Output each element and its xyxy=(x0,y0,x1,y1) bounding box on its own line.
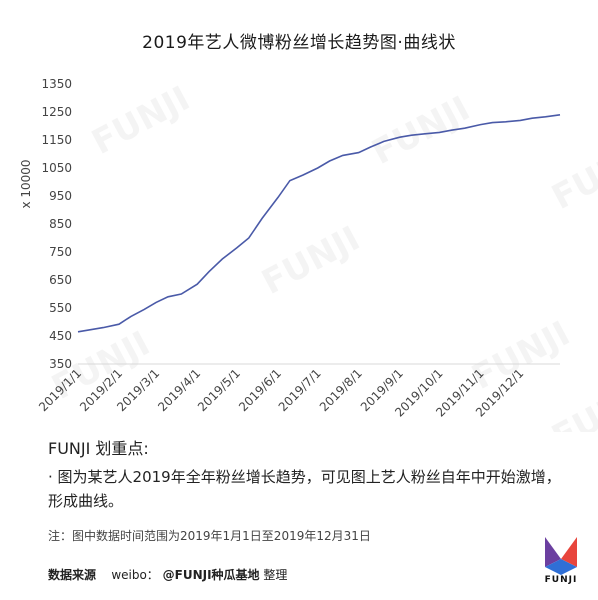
watermark-text: FUNJI xyxy=(85,79,196,163)
y-tick-label: 1350 xyxy=(41,77,72,91)
y-axis-label: x 10000 xyxy=(19,159,33,208)
y-tick-label: 550 xyxy=(49,301,72,315)
y-tick-label: 350 xyxy=(49,357,72,371)
watermark-text: FUNJI xyxy=(545,374,598,432)
y-tick-label: 450 xyxy=(49,329,72,343)
watermark-text: FUNJI xyxy=(465,314,576,398)
data-source: 数据来源 weibo： @FUNJI种瓜基地 整理 xyxy=(48,566,287,583)
x-tick-label: 2019/8/1 xyxy=(317,366,365,414)
y-tick-label: 850 xyxy=(49,217,72,231)
chart-title: 2019年艺人微博粉丝增长趋势图·曲线状 xyxy=(142,33,456,53)
notes-heading: FUNJI 划重点: xyxy=(48,439,149,458)
y-tick-label: 650 xyxy=(49,273,72,287)
y-tick-label: 1250 xyxy=(41,105,72,119)
x-tick-label: 2019/6/1 xyxy=(236,366,284,414)
y-tick-label: 1150 xyxy=(41,133,72,147)
funji-logo-icon xyxy=(545,537,577,575)
series-line xyxy=(77,114,561,333)
x-tick-label: 2019/5/1 xyxy=(195,366,243,414)
watermark-text: FUNJI xyxy=(545,134,598,218)
x-tick-label: 2019/7/1 xyxy=(276,366,324,414)
y-axis: 350 450 550 650 750 850 950 1050 1150 1250 1350 xyxy=(41,77,72,371)
x-tick-label: 2019/4/1 xyxy=(155,366,203,414)
notes-body: · 图为某艺人2019年全年粉丝增长趋势，可见图上艺人粉丝自年中开始激增，形成曲… xyxy=(48,468,561,510)
watermark-text: FUNJI xyxy=(255,219,366,303)
y-tick-label: 750 xyxy=(49,245,72,259)
source-label: 数据来源 xyxy=(48,568,97,582)
source-handle: @FUNJI种瓜基地 xyxy=(162,568,260,582)
watermark-text: FUNJI xyxy=(365,89,476,173)
notes-section: FUNJI 划重点: · 图为某艺人2019年全年粉丝增长趋势，可见图上艺人粉丝… xyxy=(48,435,568,513)
source-platform: weibo： xyxy=(111,568,159,582)
y-tick-label: 950 xyxy=(49,189,72,203)
y-tick-label: 1050 xyxy=(41,161,72,175)
logo-text: FUNJI xyxy=(544,575,578,585)
source-suffix: 整理 xyxy=(263,568,288,582)
footnote: 注：图中数据时间范围为2019年1月1日至2019年12月31日 xyxy=(48,529,371,543)
